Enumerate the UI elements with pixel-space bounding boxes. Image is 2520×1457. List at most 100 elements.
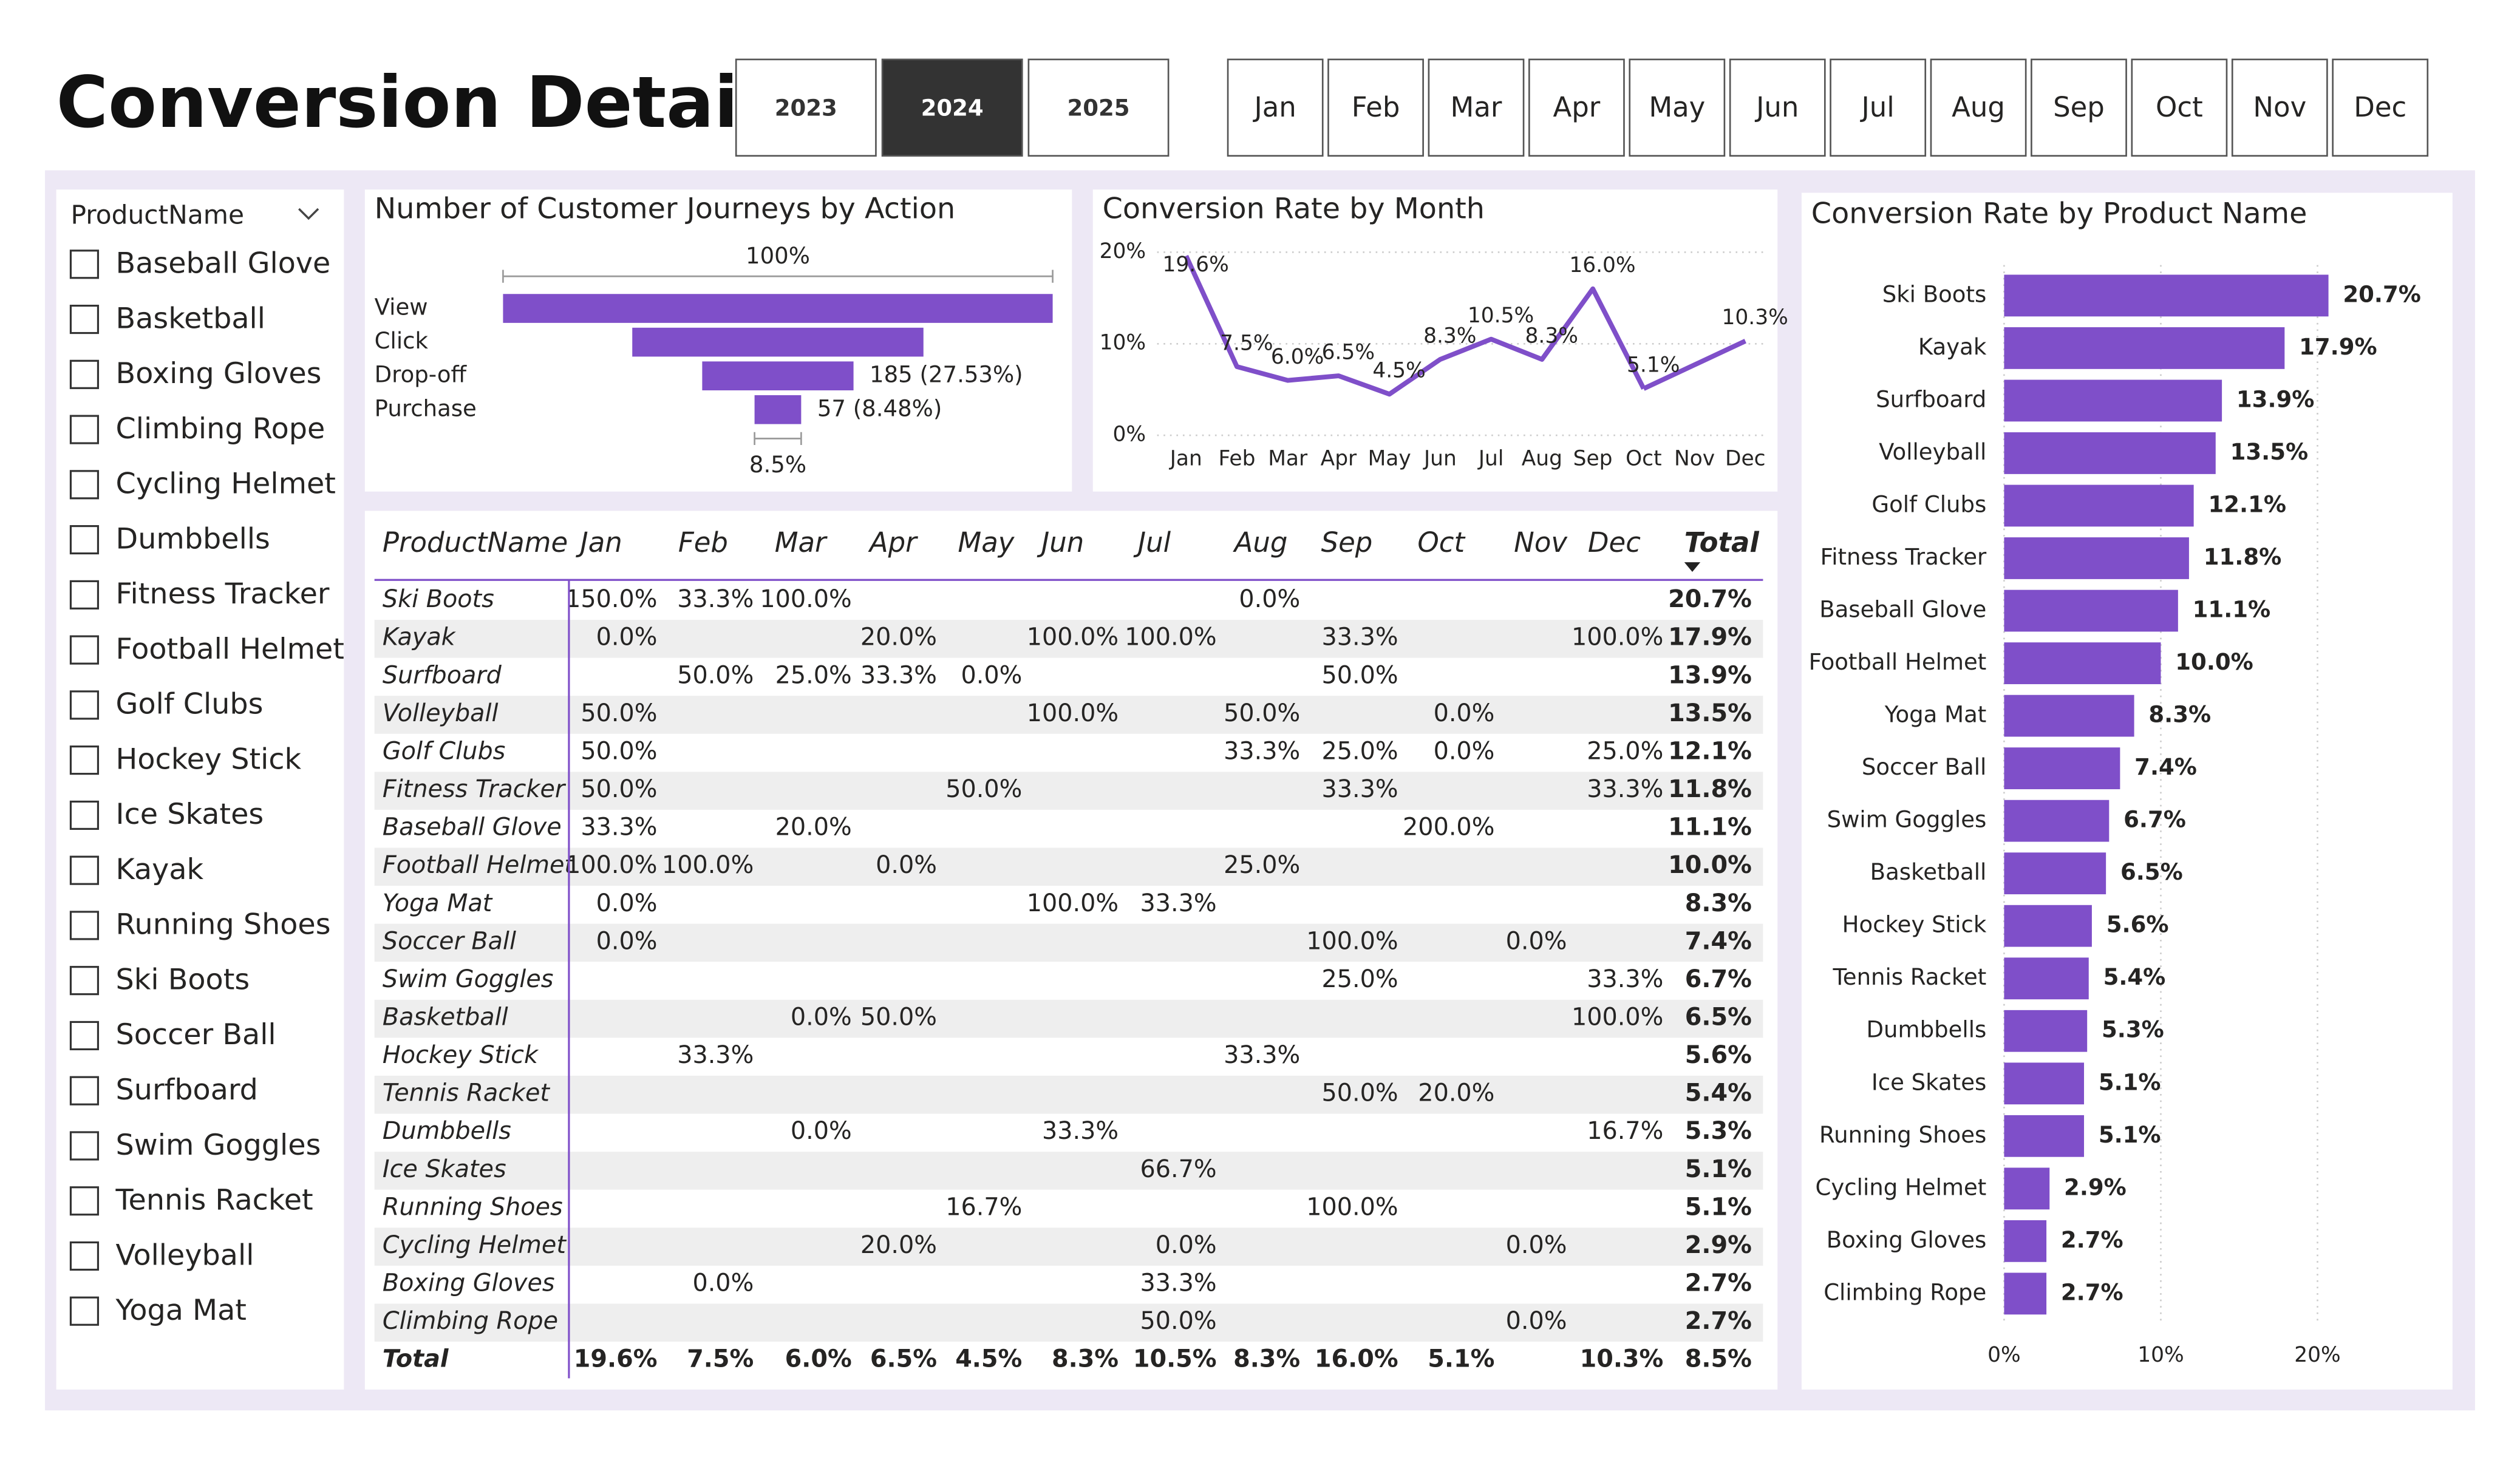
slicer-item[interactable]: Dumbbells (116, 522, 270, 555)
chart-title: Conversion Rate by Product Name (1811, 197, 2307, 231)
table-cell: 10.5% (1133, 1345, 1217, 1373)
x-tick-label: Sep (1573, 446, 1613, 470)
table-cell: 13.5% (1668, 699, 1752, 727)
table-header[interactable]: Nov (1514, 526, 1568, 559)
year-label: 2023 (775, 95, 837, 121)
slicer-item[interactable]: Boxing Gloves (116, 357, 322, 390)
month-label: Nov (2253, 91, 2306, 123)
month-button[interactable] (1428, 58, 1525, 157)
slicer-item[interactable]: Baseball Glove (116, 247, 331, 280)
month-button[interactable] (2332, 58, 2429, 157)
month-button[interactable] (2131, 58, 2228, 157)
table-cell: 0.0% (692, 1269, 754, 1297)
bar (2004, 1167, 2050, 1210)
table-header[interactable]: Aug (1233, 526, 1288, 559)
year-button[interactable] (881, 58, 1023, 157)
table-header[interactable]: Jul (1133, 526, 1171, 559)
checkbox[interactable] (69, 525, 100, 555)
year-button[interactable] (735, 58, 877, 157)
table-header[interactable]: ProductName (383, 526, 568, 559)
month-button[interactable] (1629, 58, 1726, 157)
table-cell: 8.3% (1685, 889, 1752, 917)
data-label: 7.5% (1220, 331, 1273, 355)
checkbox[interactable] (69, 415, 100, 444)
checkbox[interactable] (69, 1131, 100, 1161)
slicer-item[interactable]: Tennis Racket (115, 1184, 313, 1217)
slicer-item[interactable]: Yoga Mat (115, 1294, 247, 1327)
slicer-item[interactable]: Hockey Stick (116, 742, 302, 776)
dropdown-chevron[interactable] (298, 208, 319, 220)
slicer-item[interactable]: Cycling Helmet (116, 467, 336, 501)
month-button[interactable] (2231, 58, 2328, 157)
slicer-item[interactable]: Running Shoes (116, 908, 331, 942)
checkbox[interactable] (69, 1076, 100, 1105)
checkbox[interactable] (69, 1241, 100, 1271)
slicer-item[interactable]: Ski Boots (116, 963, 250, 996)
month-button[interactable] (1327, 58, 1424, 157)
year-button[interactable] (1027, 58, 1170, 157)
slicer-item[interactable]: Soccer Ball (116, 1018, 276, 1051)
slicer-item[interactable]: Golf Clubs (116, 688, 264, 721)
checkbox[interactable] (69, 250, 100, 279)
checkbox[interactable] (69, 1021, 100, 1051)
table-cell: 19.6% (574, 1345, 658, 1373)
bar (2004, 642, 2161, 684)
table-header[interactable]: Total (1684, 526, 1760, 559)
table-header[interactable]: May (958, 526, 1015, 559)
slicer-item[interactable]: Swim Goggles (116, 1129, 321, 1162)
table-cell: 50.0% (945, 775, 1022, 803)
checkbox[interactable] (69, 1186, 100, 1216)
table-header[interactable]: Dec (1588, 526, 1641, 559)
checkbox[interactable] (69, 966, 100, 996)
month-button[interactable] (1830, 58, 1927, 157)
month-button[interactable] (1930, 58, 2027, 157)
slicer-item[interactable]: Climbing Rope (116, 412, 325, 446)
checkbox[interactable] (69, 580, 100, 610)
bar (2004, 484, 2194, 527)
table-header[interactable]: Feb (678, 526, 728, 559)
slicer-item[interactable]: Football Helmet (116, 633, 344, 666)
month-button[interactable] (1227, 58, 1324, 157)
month-label: Mar (1451, 91, 1502, 123)
slicer-item[interactable]: Volleyball (116, 1238, 254, 1272)
month-button[interactable] (2031, 58, 2127, 157)
checkbox[interactable] (69, 690, 100, 720)
slicer-item[interactable]: Basketball (116, 302, 265, 335)
category-label: Ice Skates (1871, 1069, 1986, 1095)
checkbox[interactable] (69, 359, 100, 389)
checkbox[interactable] (69, 1296, 100, 1326)
table-header[interactable]: Jun (1037, 526, 1084, 559)
checkbox[interactable] (69, 745, 100, 775)
checkbox[interactable] (69, 304, 100, 335)
year-label: 2025 (1067, 95, 1129, 121)
checkbox[interactable] (69, 470, 100, 500)
month-button[interactable] (1729, 58, 1826, 157)
table-header[interactable]: Mar (775, 526, 828, 559)
slicer-item[interactable]: Ice Skates (116, 798, 264, 831)
month-label: Jul (1860, 91, 1895, 123)
slicer-item[interactable]: Fitness Tracker (116, 577, 330, 611)
month-button[interactable] (1528, 58, 1625, 157)
x-tick-label: 0% (1987, 1343, 2021, 1367)
table-cell: 20.0% (775, 813, 852, 841)
checkbox[interactable] (69, 911, 100, 940)
bar (2004, 1115, 2085, 1157)
slicer-item[interactable]: Surfboard (116, 1073, 258, 1107)
slicer-item[interactable]: Kayak (116, 853, 204, 886)
table-header[interactable]: Apr (868, 526, 918, 559)
table-cell: 50.0% (860, 1004, 937, 1031)
checkbox[interactable] (69, 800, 100, 830)
table-cell: 0.0% (1434, 699, 1495, 727)
checkbox[interactable] (69, 855, 100, 885)
table-header[interactable]: Sep (1321, 526, 1373, 559)
table-cell: Golf Clubs (383, 737, 505, 765)
table-cell: 100.0% (1306, 927, 1398, 955)
table-header[interactable]: Oct (1417, 526, 1466, 559)
table-header[interactable]: Jan (575, 526, 622, 559)
data-label: 2.9% (2064, 1174, 2127, 1200)
funnel-category: Purchase (375, 395, 477, 421)
table-cell: 50.0% (581, 737, 657, 765)
checkbox[interactable] (69, 635, 100, 665)
table-cell: 5.1% (1685, 1193, 1752, 1221)
